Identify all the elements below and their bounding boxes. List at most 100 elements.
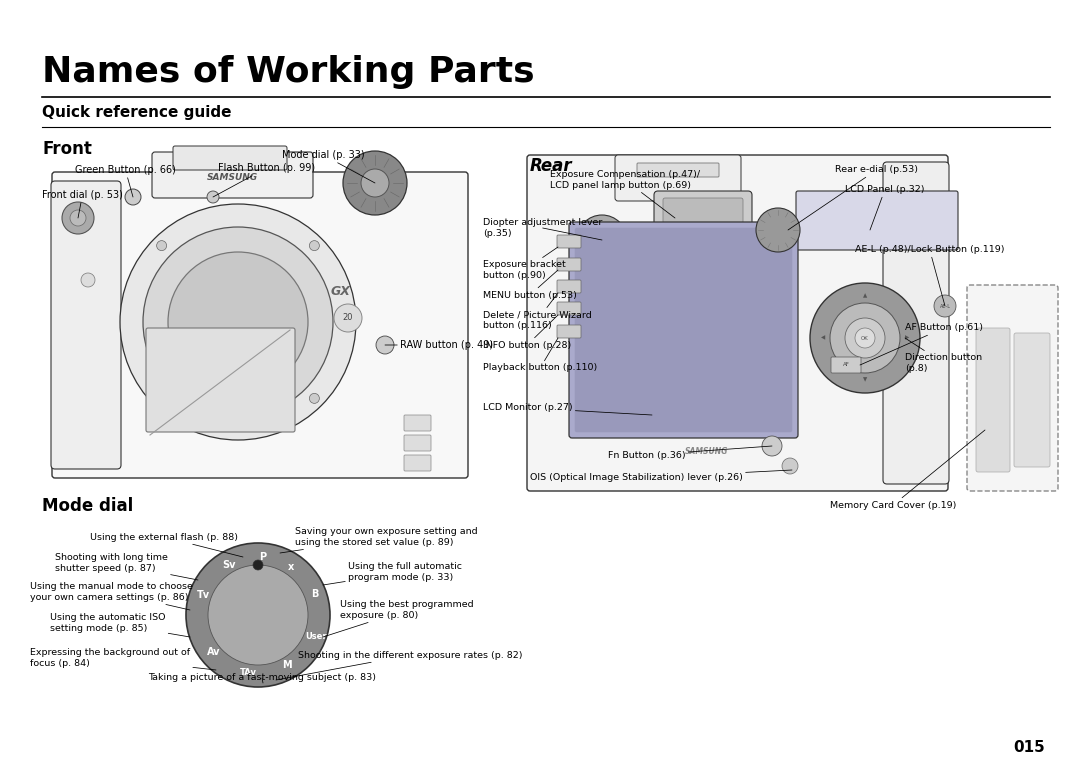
Circle shape (589, 227, 615, 253)
Text: Exposure Compensation (p.47)/
LCD panel lamp button (p.69): Exposure Compensation (p.47)/ LCD panel … (550, 170, 700, 218)
Circle shape (934, 295, 956, 317)
Circle shape (168, 252, 308, 392)
FancyBboxPatch shape (967, 285, 1058, 491)
Circle shape (762, 436, 782, 456)
Text: x: x (288, 562, 295, 572)
Text: ▼: ▼ (863, 378, 867, 382)
Text: OK: OK (861, 336, 869, 340)
Text: INFO button (p.28): INFO button (p.28) (483, 315, 571, 349)
Text: GX: GX (330, 285, 350, 298)
Text: Using the full automatic
program mode (p. 33): Using the full automatic program mode (p… (323, 562, 462, 585)
Text: 20: 20 (342, 313, 353, 323)
FancyBboxPatch shape (569, 222, 798, 438)
Circle shape (577, 215, 627, 265)
Text: Mode dial: Mode dial (42, 497, 133, 515)
FancyBboxPatch shape (557, 258, 581, 271)
Text: AF Button (p.61): AF Button (p.61) (860, 323, 983, 365)
Circle shape (233, 590, 283, 640)
Text: Names of Working Parts: Names of Working Parts (42, 55, 535, 89)
Circle shape (253, 560, 264, 570)
Circle shape (845, 318, 885, 358)
Text: ▶: ▶ (905, 336, 909, 340)
FancyBboxPatch shape (654, 191, 752, 247)
Text: Quick reference guide: Quick reference guide (42, 105, 231, 120)
Circle shape (62, 202, 94, 234)
Circle shape (831, 303, 900, 373)
Circle shape (157, 240, 166, 250)
Text: LCD Panel (p.32): LCD Panel (p.32) (845, 186, 924, 230)
Text: Front dial (p. 53): Front dial (p. 53) (42, 190, 123, 218)
Text: AE-L: AE-L (940, 303, 950, 309)
Text: MENU button (p.53): MENU button (p.53) (483, 270, 577, 300)
Circle shape (756, 208, 800, 252)
Text: LCD Monitor (p.27): LCD Monitor (p.27) (483, 403, 652, 415)
Text: OIS (Optical Image Stabilization) lever (p.26): OIS (Optical Image Stabilization) lever … (530, 470, 792, 482)
Text: Exposure bracket
button (p.90): Exposure bracket button (p.90) (483, 247, 566, 280)
FancyBboxPatch shape (883, 162, 949, 484)
Text: ▲: ▲ (863, 293, 867, 299)
Circle shape (855, 328, 875, 348)
Text: Playback button (p.110): Playback button (p.110) (483, 338, 597, 372)
Circle shape (81, 273, 95, 287)
Circle shape (309, 240, 320, 250)
FancyBboxPatch shape (796, 191, 958, 250)
FancyBboxPatch shape (1014, 333, 1050, 467)
Text: Expressing the background out of
focus (p. 84): Expressing the background out of focus (… (30, 648, 216, 670)
Text: Rear: Rear (530, 157, 572, 175)
Text: Av: Av (206, 647, 220, 657)
Text: Diopter adjustment lever
(p.35): Diopter adjustment lever (p.35) (483, 218, 603, 240)
Text: Using the automatic ISO
setting mode (p. 85): Using the automatic ISO setting mode (p.… (50, 614, 190, 637)
FancyBboxPatch shape (557, 302, 581, 315)
Text: ◀: ◀ (821, 336, 825, 340)
Circle shape (186, 543, 330, 687)
FancyBboxPatch shape (976, 328, 1010, 472)
FancyBboxPatch shape (615, 155, 741, 201)
Text: M: M (282, 660, 292, 670)
Text: Using the manual mode to choose
your own camera settings (p. 86): Using the manual mode to choose your own… (30, 582, 193, 610)
Text: SAMSUNG: SAMSUNG (206, 174, 257, 183)
Circle shape (143, 227, 333, 417)
FancyBboxPatch shape (146, 328, 295, 432)
FancyBboxPatch shape (557, 280, 581, 293)
Text: AF: AF (842, 362, 850, 368)
Text: Mode dial (p. 33): Mode dial (p. 33) (282, 150, 375, 183)
Text: Flash Button (p. 99): Flash Button (p. 99) (213, 163, 315, 197)
Text: TAv: TAv (240, 667, 256, 677)
Text: P: P (259, 552, 267, 562)
Text: Rear e-dial (p.53): Rear e-dial (p.53) (788, 165, 918, 230)
Circle shape (782, 458, 798, 474)
Circle shape (208, 565, 308, 665)
Text: Fn Button (p.36): Fn Button (p.36) (608, 446, 772, 459)
Text: Green Button (p. 66): Green Button (p. 66) (75, 165, 176, 197)
Text: Using the best programmed
exposure (p. 80): Using the best programmed exposure (p. 8… (323, 601, 474, 637)
Circle shape (376, 336, 394, 354)
FancyBboxPatch shape (663, 198, 743, 240)
FancyBboxPatch shape (557, 235, 581, 248)
Circle shape (207, 191, 219, 203)
FancyBboxPatch shape (404, 415, 431, 431)
Text: Front: Front (42, 140, 92, 158)
Text: Sv: Sv (222, 560, 235, 570)
Text: Using the external flash (p. 88): Using the external flash (p. 88) (90, 532, 243, 557)
Text: 015: 015 (1013, 740, 1045, 755)
Circle shape (70, 210, 86, 226)
Circle shape (810, 283, 920, 393)
Circle shape (125, 189, 141, 205)
Text: Tv: Tv (197, 590, 211, 600)
FancyBboxPatch shape (831, 357, 861, 373)
Circle shape (343, 151, 407, 215)
Text: Taking a picture of a fast-moving subject (p. 83): Taking a picture of a fast-moving subjec… (148, 674, 376, 683)
FancyBboxPatch shape (527, 155, 948, 491)
FancyBboxPatch shape (404, 435, 431, 451)
Text: Delete / Picture Wizard
button (p.116): Delete / Picture Wizard button (p.116) (483, 293, 592, 329)
Circle shape (309, 393, 320, 403)
FancyBboxPatch shape (404, 455, 431, 471)
FancyBboxPatch shape (637, 163, 719, 177)
FancyBboxPatch shape (575, 228, 792, 432)
FancyBboxPatch shape (557, 325, 581, 338)
FancyBboxPatch shape (52, 172, 468, 478)
Circle shape (361, 169, 389, 197)
Text: RAW button (p. 49): RAW button (p. 49) (384, 340, 494, 350)
FancyBboxPatch shape (152, 152, 313, 198)
Text: Shooting in the different exposure rates (p. 82): Shooting in the different exposure rates… (276, 650, 523, 680)
